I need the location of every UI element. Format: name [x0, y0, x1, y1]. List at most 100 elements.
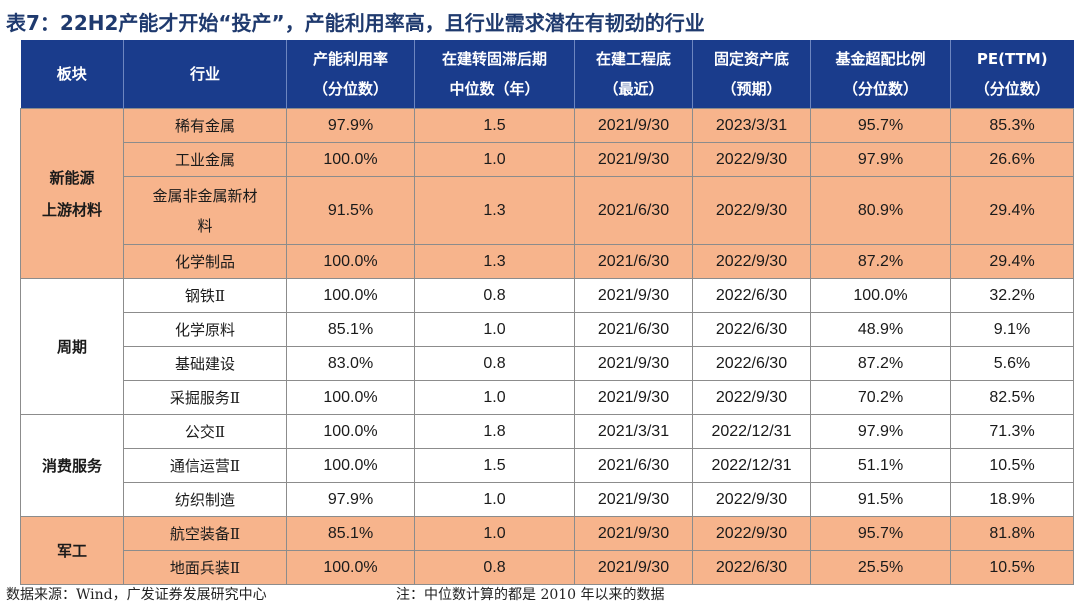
source-note: 数据来源：Wind，广发证券发展研究中心	[6, 587, 267, 603]
pe-cell: 9.1%	[950, 312, 1074, 347]
pe-cell: 29.4%	[950, 244, 1074, 279]
industry-name: 地面兵装Ⅱ	[169, 558, 241, 577]
industry-name: 基础建设	[174, 354, 235, 373]
fixed-asset-bottom-cell: 2022/9/30	[692, 482, 811, 517]
header-line-2: （预期）	[721, 80, 782, 98]
header-cell: 行业	[123, 40, 287, 109]
header-line-2: （分位数）	[842, 80, 918, 98]
industry-name: 采掘服务Ⅱ	[169, 388, 241, 407]
fund-overweight-cell: 100.0%	[810, 278, 951, 313]
sector-label: 消费服务	[41, 456, 102, 475]
industry-name: 钢铁Ⅱ	[184, 286, 226, 305]
cip-bottom-cell: 2021/9/30	[574, 550, 693, 585]
fixed-asset-bottom-cell: 2022/12/31	[692, 448, 811, 483]
capacity-utilization-cell: 97.9%	[286, 108, 415, 143]
industry-name: 工业金属	[174, 150, 235, 169]
industry-cell: 基础建设	[123, 346, 287, 381]
cip-bottom-cell: 2021/9/30	[574, 108, 693, 143]
industry-cell: 采掘服务Ⅱ	[123, 380, 287, 415]
table-body: 新能源 上游材料 稀有金属 97.9% 1.5 2021/9/30 2023/3/31 95.…	[20, 108, 1074, 585]
lag-cell: 1.0	[414, 516, 575, 551]
fixed-asset-bottom-cell: 2022/9/30	[692, 516, 811, 551]
capacity-utilization-cell: 100.0%	[286, 550, 415, 585]
fund-overweight-cell: 48.9%	[810, 312, 951, 347]
sector-label: 军工	[56, 541, 87, 560]
industry-name: 通信运营Ⅱ	[169, 456, 241, 475]
pe-cell: 18.9%	[950, 482, 1074, 517]
capacity-utilization-cell: 100.0%	[286, 380, 415, 415]
industry-cell: 纺织制造	[123, 482, 287, 517]
table-row: 化学原料 85.1% 1.0 2021/6/30 2022/6/30 48.9% 9.1%	[21, 312, 1074, 347]
fund-overweight-cell: 95.7%	[810, 108, 951, 143]
fund-overweight-cell: 97.9%	[810, 142, 951, 177]
header-line-1: 产能利用率	[312, 50, 388, 68]
data-table-container: 板块 行业 产能利用率 （分位数） 在建转固滞后期 中位数（年） 在建工程底 （最近） 固定资产…	[20, 40, 1074, 585]
industry-cell: 航空装备Ⅱ	[123, 516, 287, 551]
pe-cell: 71.3%	[950, 414, 1074, 449]
fund-overweight-cell: 87.2%	[810, 244, 951, 279]
fixed-asset-bottom-cell: 2022/6/30	[692, 346, 811, 381]
table-row: 工业金属 100.0% 1.0 2021/9/30 2022/9/30 97.9% 26.6…	[21, 142, 1074, 177]
table-row: 通信运营Ⅱ 100.0% 1.5 2021/6/30 2022/12/31 51.1% 10…	[21, 448, 1074, 483]
cip-bottom-cell: 2021/9/30	[574, 346, 693, 381]
industry-cell: 金属非金属新材料	[123, 176, 287, 245]
fixed-asset-bottom-cell: 2022/9/30	[692, 244, 811, 279]
lag-cell: 0.8	[414, 346, 575, 381]
industry-name: 化学制品	[174, 252, 235, 271]
header-cell: 板块	[20, 40, 124, 109]
cip-bottom-cell: 2021/9/30	[574, 142, 693, 177]
fixed-asset-bottom-cell: 2022/9/30	[692, 380, 811, 415]
industry-table: 板块 行业 产能利用率 （分位数） 在建转固滞后期 中位数（年） 在建工程底 （最近） 固定资产…	[20, 40, 1074, 585]
industry-cell: 通信运营Ⅱ	[123, 448, 287, 483]
capacity-utilization-cell: 100.0%	[286, 244, 415, 279]
lag-cell: 0.8	[414, 550, 575, 585]
pe-cell: 26.6%	[950, 142, 1074, 177]
lag-cell: 1.0	[414, 482, 575, 517]
header-line-1: 在建转固滞后期	[441, 50, 547, 68]
header-cell: 基金超配比例 （分位数）	[810, 40, 951, 109]
fund-overweight-cell: 70.2%	[810, 380, 951, 415]
capacity-utilization-cell: 91.5%	[286, 176, 415, 245]
pe-cell: 82.5%	[950, 380, 1074, 415]
header-cell: 在建转固滞后期 中位数（年）	[414, 40, 575, 109]
capacity-utilization-cell: 100.0%	[286, 414, 415, 449]
industry-name: 稀有金属	[174, 116, 235, 135]
capacity-utilization-cell: 100.0%	[286, 448, 415, 483]
sector-cell: 周期	[20, 278, 124, 415]
header-line-2: （分位数）	[974, 80, 1050, 98]
table-row: 周期 钢铁Ⅱ 100.0% 0.8 2021/9/30 2022/6/30 100.0% 32…	[20, 278, 1074, 415]
industry-name: 纺织制造	[174, 490, 235, 509]
header-line-1: 在建工程底	[595, 50, 671, 68]
capacity-utilization-cell: 100.0%	[286, 278, 415, 313]
capacity-utilization-cell: 100.0%	[286, 142, 415, 177]
pe-cell: 32.2%	[950, 278, 1074, 313]
capacity-utilization-cell: 85.1%	[286, 312, 415, 347]
fund-overweight-cell: 91.5%	[810, 482, 951, 517]
lag-cell: 1.3	[414, 176, 575, 245]
header-line-2: （分位数）	[312, 80, 388, 98]
industry-cell: 稀有金属	[123, 108, 287, 143]
fixed-asset-bottom-cell: 2022/12/31	[692, 414, 811, 449]
header-line-1: 行业	[189, 65, 220, 83]
lag-cell: 1.0	[414, 142, 575, 177]
lag-cell: 1.3	[414, 244, 575, 279]
cip-bottom-cell: 2021/6/30	[574, 176, 693, 245]
lag-cell: 1.0	[414, 312, 575, 347]
fixed-asset-bottom-cell: 2022/6/30	[692, 312, 811, 347]
header-cell: 在建工程底 （最近）	[574, 40, 693, 109]
industry-name: 化学原料	[174, 320, 235, 339]
table-row: 采掘服务Ⅱ 100.0% 1.0 2021/9/30 2022/9/30 70.2% 82.…	[21, 380, 1074, 415]
header-row: 板块 行业 产能利用率 （分位数） 在建转固滞后期 中位数（年） 在建工程底 （最近） 固定资产…	[20, 40, 1074, 109]
fixed-asset-bottom-cell: 2023/3/31	[692, 108, 811, 143]
header-cell: PE(TTM) （分位数）	[950, 40, 1074, 109]
footer: 数据来源：Wind，广发证券发展研究中心 注：中位数计算的都是 2010 年以来…	[6, 583, 665, 607]
fund-overweight-cell: 95.7%	[810, 516, 951, 551]
capacity-utilization-cell: 83.0%	[286, 346, 415, 381]
header-line-1: 基金超配比例	[835, 50, 926, 68]
pe-cell: 85.3%	[950, 108, 1074, 143]
table-title: 表7：22H2产能才开始“投产”，产能利用率高，且行业需求潜在有韧劲的行业	[6, 11, 705, 35]
method-note: 注：中位数计算的都是 2010 年以来的数据	[396, 587, 665, 603]
header-line-1: PE(TTM)	[976, 50, 1048, 68]
pe-cell: 10.5%	[950, 448, 1074, 483]
cip-bottom-cell: 2021/6/30	[574, 312, 693, 347]
